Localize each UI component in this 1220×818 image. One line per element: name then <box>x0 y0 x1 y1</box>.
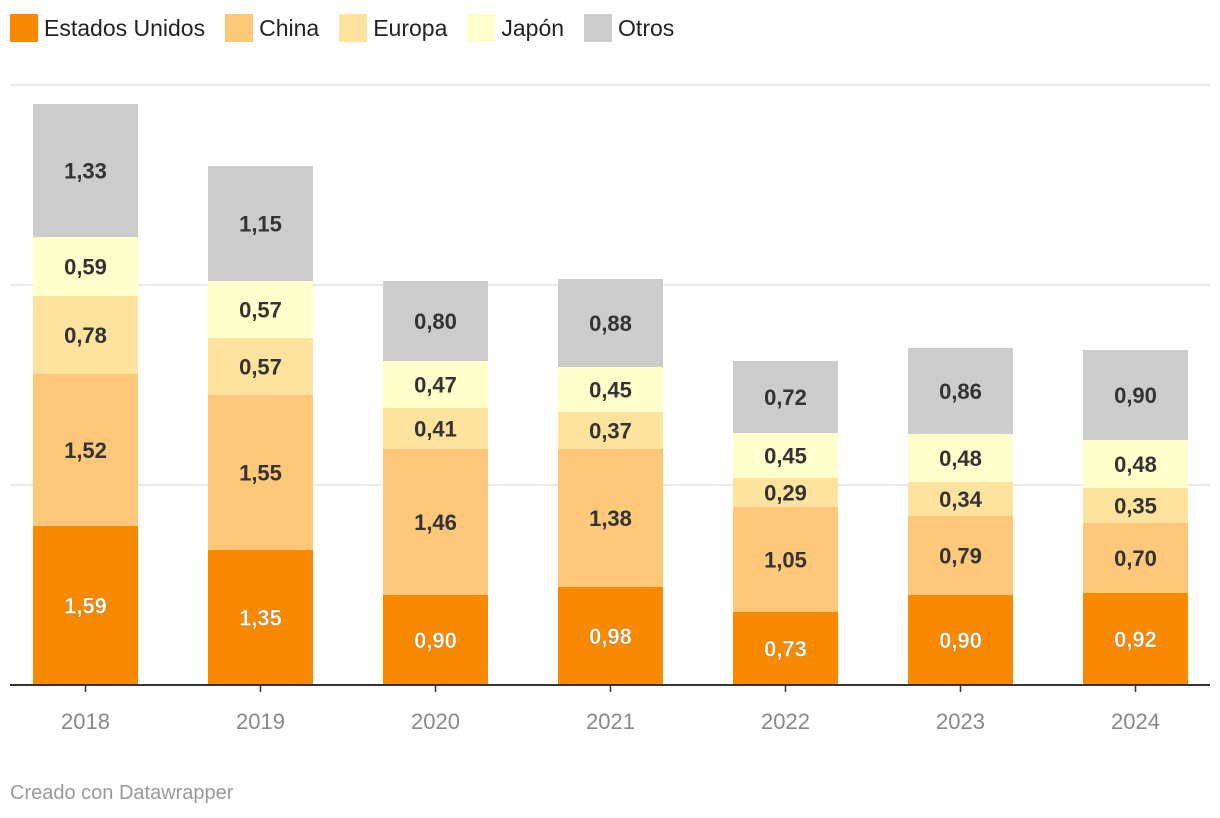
stacked-bar-chart: 1,59 1,52 0,78 0,59 1,33 2018 1,35 1,55 0,57 0,57… <box>10 84 1210 734</box>
data-label: 0,70 <box>1114 546 1157 571</box>
bar-segment <box>1083 440 1188 488</box>
bar-segment <box>733 612 838 685</box>
legend-label: Europa <box>373 14 448 41</box>
x-tick-label: 2021 <box>586 709 635 734</box>
bar-segment <box>1083 350 1188 440</box>
data-label: 0,79 <box>939 544 982 569</box>
data-label: 0,78 <box>64 323 107 348</box>
legend-label: Otros <box>618 14 675 41</box>
bar-segment <box>733 361 838 433</box>
data-label: 0,41 <box>414 417 457 442</box>
data-label: 0,48 <box>939 446 982 471</box>
bar-segment <box>383 449 488 595</box>
bar-segment <box>908 482 1013 516</box>
data-label: 0,59 <box>64 255 107 280</box>
x-tick-label: 2019 <box>236 709 285 734</box>
bar-segment <box>908 516 1013 595</box>
bar-segment <box>558 587 663 685</box>
data-label: 1,52 <box>64 438 107 463</box>
bar-segment <box>383 595 488 685</box>
data-label: 0,48 <box>1114 452 1157 477</box>
bar-segment <box>208 338 313 395</box>
bar-segment <box>208 395 313 550</box>
data-label: 1,59 <box>64 594 107 619</box>
x-tick-label: 2024 <box>1111 709 1160 734</box>
legend-label: Japón <box>501 14 565 41</box>
data-label: 0,45 <box>764 444 807 469</box>
bar-segment <box>33 237 138 296</box>
data-label: 0,37 <box>589 419 632 444</box>
bar-segment <box>208 166 313 281</box>
bar-segment <box>908 348 1013 434</box>
bar-segment <box>908 595 1013 685</box>
data-label: 1,15 <box>239 212 282 237</box>
bar-segment <box>733 478 838 507</box>
bar-segment <box>1083 593 1188 685</box>
legend-swatch <box>225 14 254 42</box>
legend-item: Otros <box>584 14 674 42</box>
data-label: 0,90 <box>939 628 982 653</box>
bar-segment <box>558 449 663 587</box>
data-label: 1,35 <box>239 606 282 631</box>
data-label: 1,55 <box>239 461 282 486</box>
data-label: 0,34 <box>939 487 983 512</box>
data-label: 0,90 <box>1114 383 1157 408</box>
legend-swatch <box>584 14 613 42</box>
data-label: 0,57 <box>239 298 282 323</box>
legend-swatch <box>339 14 368 42</box>
footer-credit: Creado con Datawrapper <box>10 782 234 804</box>
data-label: 0,45 <box>589 378 632 403</box>
data-label: 0,29 <box>764 481 807 506</box>
data-label: 0,92 <box>1114 627 1157 652</box>
legend-label: China <box>259 14 320 41</box>
bar-segment <box>33 374 138 526</box>
data-label: 1,46 <box>414 510 457 535</box>
bar-segment <box>33 526 138 685</box>
legend-swatch <box>467 14 496 42</box>
data-label: 0,98 <box>589 624 632 649</box>
data-label: 0,80 <box>414 309 457 334</box>
data-label: 0,57 <box>239 355 282 380</box>
legend-item: Estados Unidos <box>10 14 205 42</box>
data-label: 0,90 <box>414 628 457 653</box>
bar-segment <box>558 367 663 412</box>
data-label: 1,33 <box>64 159 107 184</box>
bar-segment <box>733 507 838 612</box>
legend-item: Europa <box>339 14 447 42</box>
bar-segment <box>733 433 838 478</box>
bar-segment <box>558 412 663 449</box>
legend-item: Japón <box>467 14 564 42</box>
bar-segment <box>33 104 138 237</box>
bar-segment <box>1083 523 1188 593</box>
x-tick-label: 2020 <box>411 709 460 734</box>
bar-segment <box>383 281 488 361</box>
data-label: 1,05 <box>764 548 807 573</box>
chart-legend: Estados Unidos China Europa Japón Otros <box>10 12 694 44</box>
data-label: 0,88 <box>589 311 632 336</box>
bar-segment <box>1083 488 1188 523</box>
bar-segment <box>208 281 313 338</box>
bar-segment <box>383 408 488 449</box>
data-label: 0,86 <box>939 379 982 404</box>
data-label: 0,35 <box>1114 494 1157 519</box>
bar-segment <box>558 279 663 367</box>
data-label: 0,47 <box>414 373 457 398</box>
data-label: 0,73 <box>764 637 807 662</box>
bar-segment <box>33 296 138 374</box>
x-tick-label: 2022 <box>761 709 810 734</box>
x-tick-label: 2018 <box>61 709 110 734</box>
bar-segment <box>383 361 488 408</box>
legend-label: Estados Unidos <box>44 14 206 41</box>
legend-swatch <box>10 14 38 42</box>
bar-segment <box>208 550 313 685</box>
data-label: 1,38 <box>589 506 632 531</box>
bar-segment <box>908 434 1013 482</box>
x-tick-label: 2023 <box>936 709 985 734</box>
data-label: 0,72 <box>764 385 807 410</box>
legend-item: China <box>225 14 319 42</box>
